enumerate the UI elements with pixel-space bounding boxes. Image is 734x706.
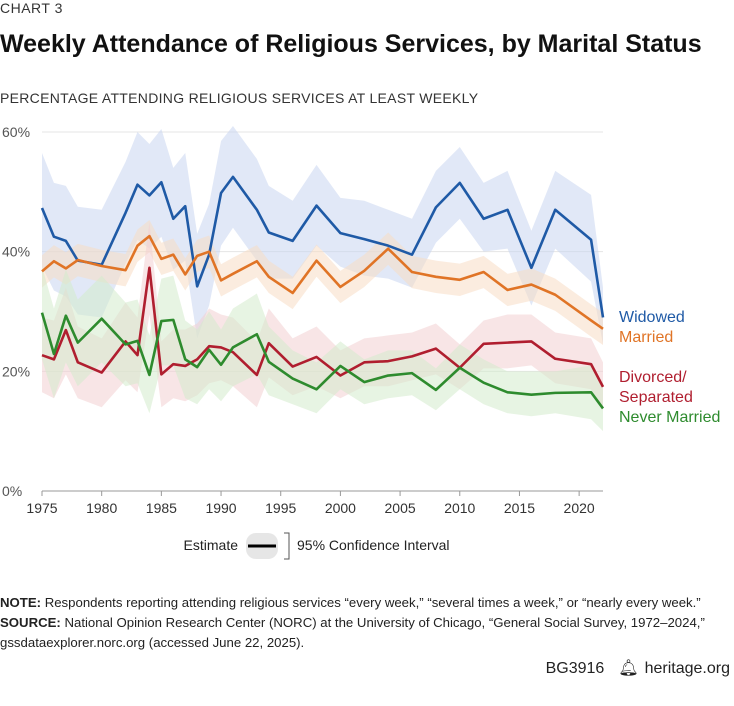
x-tick-label: 1980: [86, 500, 117, 516]
x-tick-label: 1990: [205, 500, 236, 516]
series-label-divorced-separated: Divorced/Separated: [619, 369, 693, 406]
source-line: SOURCE: National Opinion Research Center…: [0, 613, 734, 653]
y-tick-label: 20%: [2, 363, 30, 379]
x-tick-label: 2000: [325, 500, 356, 516]
footer: BG3916 🔔︎ heritage.org: [546, 658, 730, 678]
legend-estimate-label: Estimate: [184, 537, 239, 553]
source-text: National Opinion Research Center (NORC) …: [0, 615, 705, 650]
x-tick-label: 1985: [146, 500, 177, 516]
x-tick-label: 1995: [265, 500, 296, 516]
chart-kicker: CHART 3: [0, 0, 63, 16]
legend: Estimate 95% Confidence Interval: [184, 532, 450, 560]
chart-subtitle: PERCENTAGE ATTENDING RELIGIOUS SERVICES …: [0, 90, 479, 106]
confidence-band-widowed: [42, 126, 603, 345]
series-label-married: Married: [619, 329, 673, 346]
note-line: NOTE: Respondents reporting attending re…: [0, 593, 734, 613]
x-tick-label: 1975: [26, 500, 57, 516]
note-label: NOTE:: [0, 595, 42, 610]
series-line-divorced-separated: [41, 266, 605, 388]
source-label: SOURCE:: [0, 615, 61, 630]
series-lines: [40, 175, 605, 410]
series-label-widowed: Widowed: [619, 309, 685, 326]
notes-block: NOTE: Respondents reporting attending re…: [0, 593, 734, 653]
confidence-band-married: [42, 219, 603, 346]
y-tick-label: 40%: [2, 244, 30, 260]
x-tick-label: 2015: [504, 500, 535, 516]
series-labels: Widowed Married Divorced/Separated Never Ma…: [619, 309, 720, 426]
legend-ci-label: 95% Confidence Interval: [297, 537, 450, 553]
legend-bracket-icon: [284, 532, 290, 560]
site-url[interactable]: heritage.org: [644, 660, 730, 677]
line-chart: 1975 1980 1985 1990 1995 2000 2005 2010 2015 2020…: [2, 124, 720, 560]
x-tick-label: 2020: [564, 500, 595, 516]
chart-title: Weekly Attendance of Religious Services,…: [0, 30, 702, 58]
y-tick-label: 0%: [2, 483, 22, 499]
series-label-never-married: Never Married: [619, 409, 720, 426]
y-axis: 0% 20% 40% 60%: [2, 124, 30, 499]
report-code: BG3916: [545, 660, 605, 677]
series-line-widowed: [40, 175, 605, 318]
liberty-bell-icon: 🔔︎: [618, 660, 639, 677]
confidence-band-never-married: [42, 266, 603, 432]
series-line-never-married: [40, 312, 605, 410]
series-line-married: [41, 234, 604, 330]
note-text: Respondents reporting attending religiou…: [41, 595, 701, 610]
y-tick-label: 60%: [2, 124, 30, 140]
x-tick-label: 2010: [444, 500, 475, 516]
confidence-bands: [42, 126, 603, 432]
x-axis: 1975 1980 1985 1990 1995 2000 2005 2010 2015 2020: [26, 491, 595, 516]
x-tick-label: 2005: [385, 500, 416, 516]
